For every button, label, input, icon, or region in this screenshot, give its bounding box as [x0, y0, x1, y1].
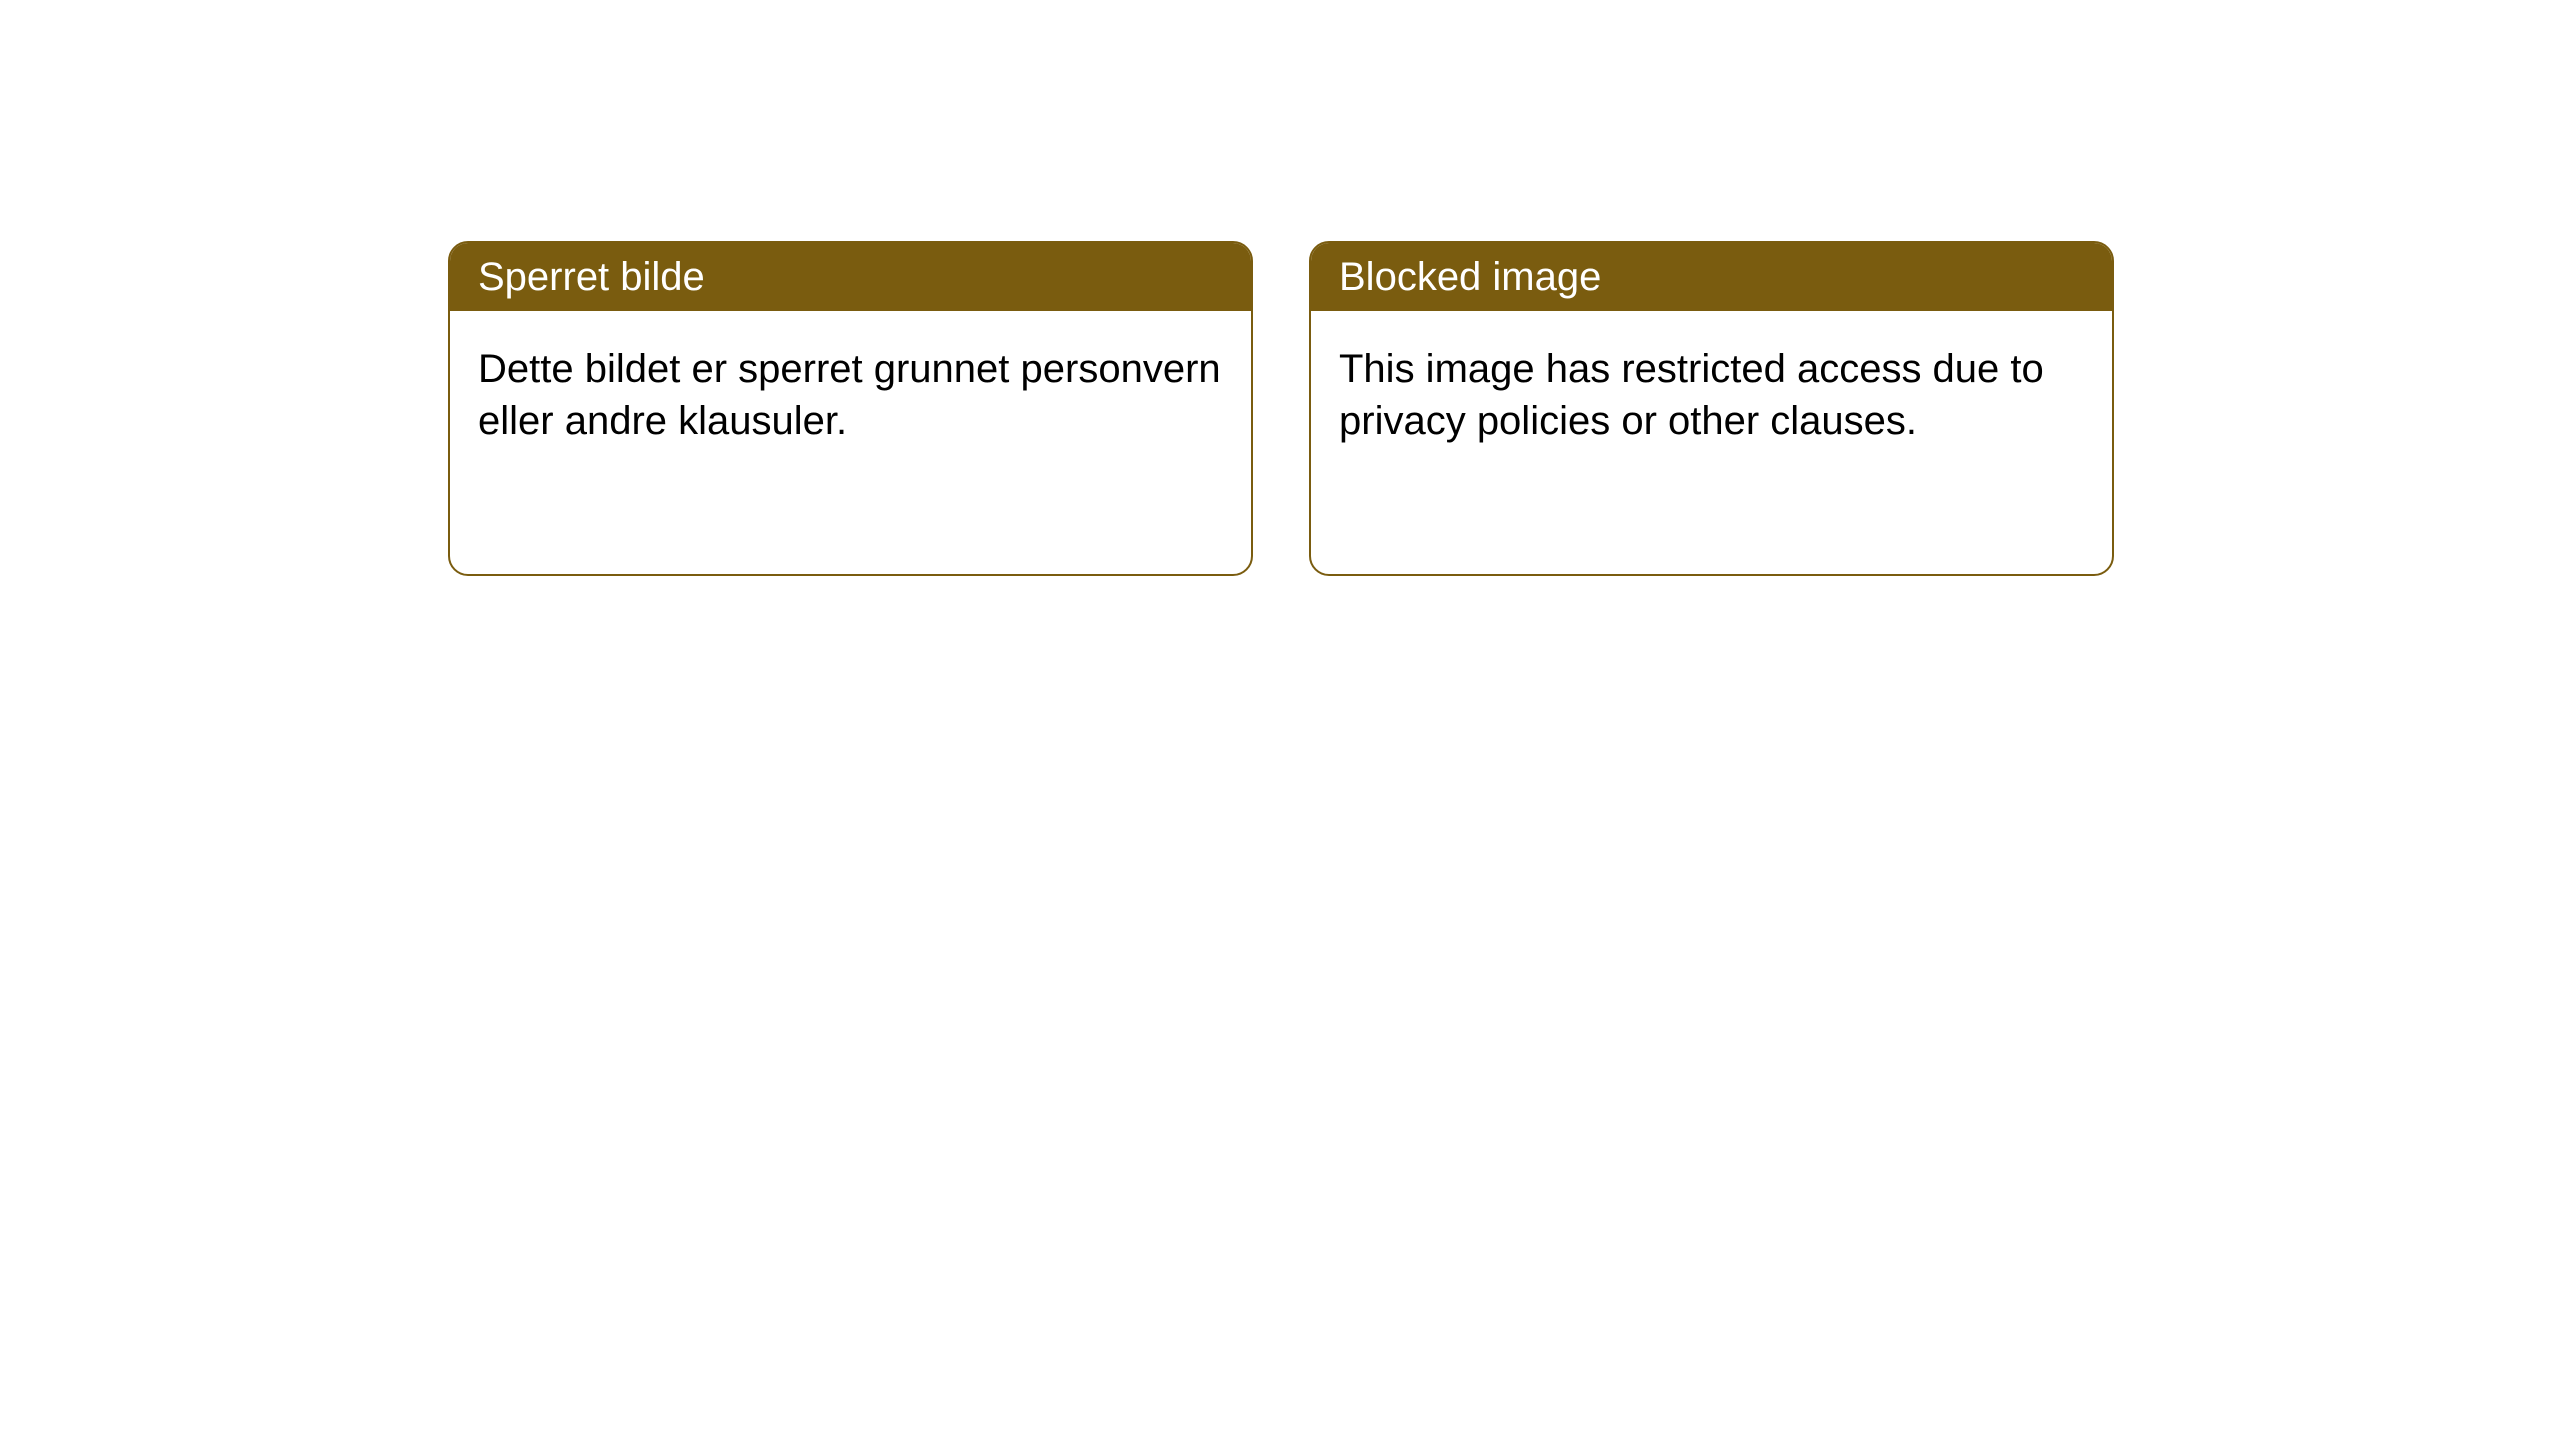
notice-container: Sperret bilde Dette bildet er sperret gr… [448, 241, 2114, 576]
notice-card-norwegian: Sperret bilde Dette bildet er sperret gr… [448, 241, 1253, 576]
notice-message: This image has restricted access due to … [1339, 347, 2044, 443]
notice-title: Blocked image [1339, 255, 1601, 299]
notice-card-english: Blocked image This image has restricted … [1309, 241, 2114, 576]
notice-body: Dette bildet er sperret grunnet personve… [450, 311, 1251, 479]
notice-header: Blocked image [1311, 243, 2112, 311]
notice-header: Sperret bilde [450, 243, 1251, 311]
notice-title: Sperret bilde [478, 255, 705, 299]
notice-message: Dette bildet er sperret grunnet personve… [478, 347, 1221, 443]
notice-body: This image has restricted access due to … [1311, 311, 2112, 479]
